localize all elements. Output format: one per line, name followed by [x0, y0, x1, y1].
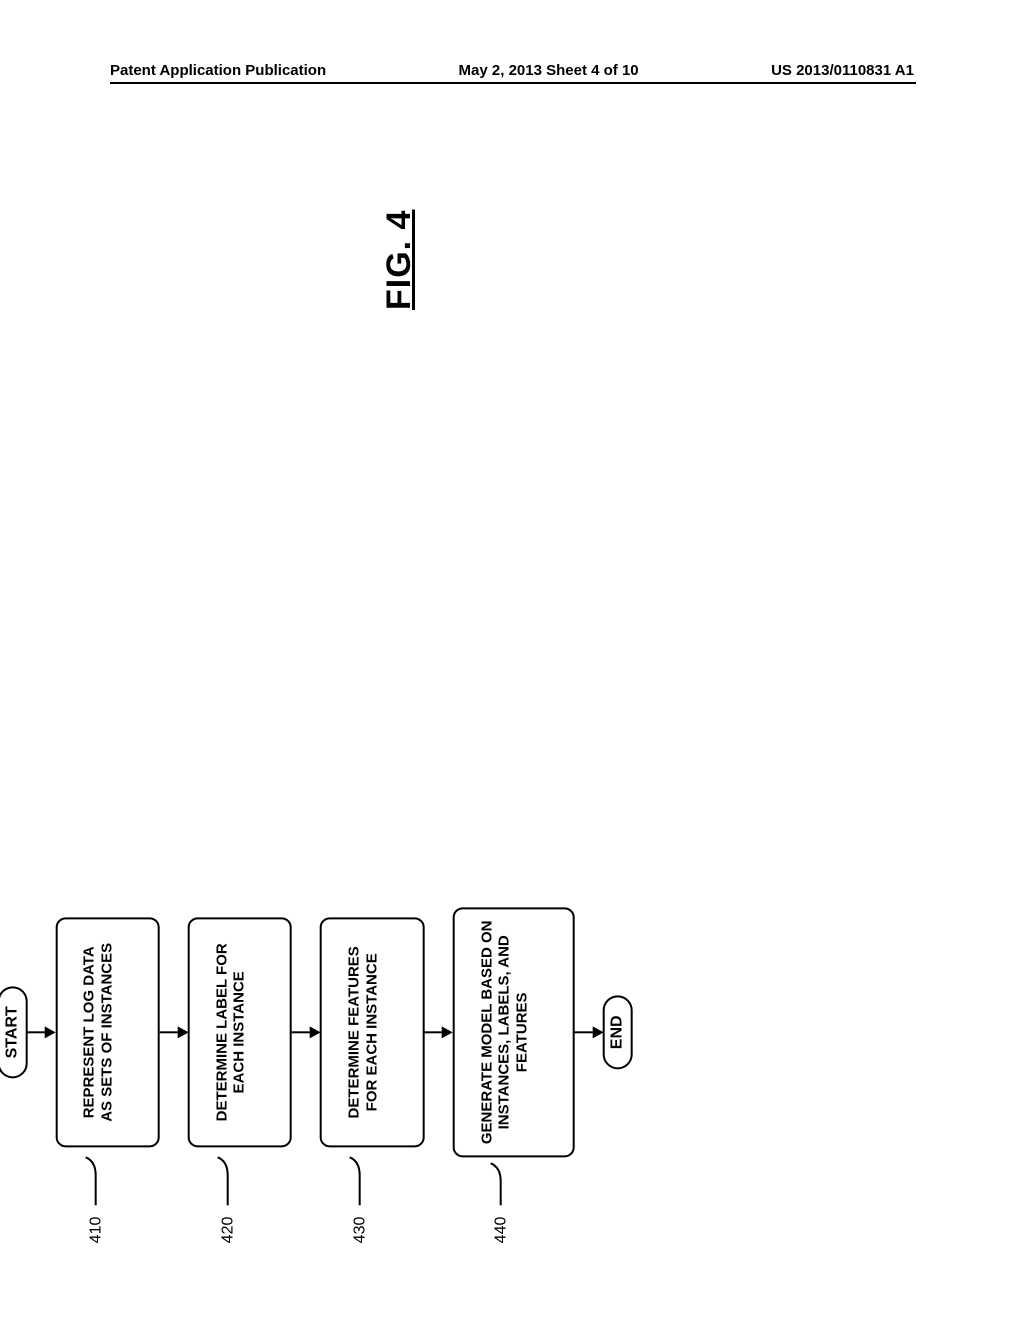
header-center: May 2, 2013 Sheet 4 of 10	[459, 62, 639, 79]
ref-curve-410	[81, 1145, 107, 1205]
process-440-label: GENERATE MODEL BASED ON INSTANCES, LABEL…	[478, 921, 530, 1145]
flowchart: START REPRESENT LOG DATA AS SETS OF INST…	[0, 877, 632, 1187]
process-430: DETERMINE FEATURES FOR EACH INSTANCE 430	[320, 917, 424, 1147]
ref-430: 430	[352, 1217, 371, 1244]
ref-420: 420	[220, 1217, 239, 1244]
arrow-440-end	[575, 1026, 603, 1038]
arrow-410-420	[160, 1026, 188, 1038]
ref-curve-430	[346, 1145, 372, 1205]
ref-440: 440	[493, 1217, 512, 1244]
process-420-label: DETERMINE LABEL FOR EACH INSTANCE	[213, 943, 248, 1121]
start-node: START	[0, 986, 27, 1078]
header-rule	[110, 82, 916, 84]
header-left: Patent Application Publication	[110, 62, 326, 79]
end-label: END	[609, 1015, 626, 1049]
end-node: END	[603, 995, 633, 1069]
process-410: REPRESENT LOG DATA AS SETS OF INSTANCES …	[55, 917, 159, 1147]
ref-curve-440	[487, 1155, 513, 1205]
arrow-430-440	[425, 1026, 453, 1038]
process-410-label: REPRESENT LOG DATA AS SETS OF INSTANCES	[81, 943, 116, 1122]
header-right: US 2013/0110831 A1	[771, 62, 914, 79]
start-label: START	[4, 1006, 21, 1058]
page-header: Patent Application Publication May 2, 20…	[110, 62, 914, 79]
process-430-label: DETERMINE FEATURES FOR EACH INSTANCE	[346, 946, 381, 1118]
arrow-start-410	[27, 1026, 55, 1038]
page: Patent Application Publication May 2, 20…	[0, 0, 1024, 1320]
arrow-420-430	[292, 1026, 320, 1038]
process-440: GENERATE MODEL BASED ON INSTANCES, LABEL…	[453, 907, 575, 1157]
figure-title: FIG. 4	[380, 210, 419, 310]
ref-curve-420	[214, 1145, 240, 1205]
ref-410: 410	[87, 1217, 106, 1244]
process-420: DETERMINE LABEL FOR EACH INSTANCE 420	[188, 917, 292, 1147]
